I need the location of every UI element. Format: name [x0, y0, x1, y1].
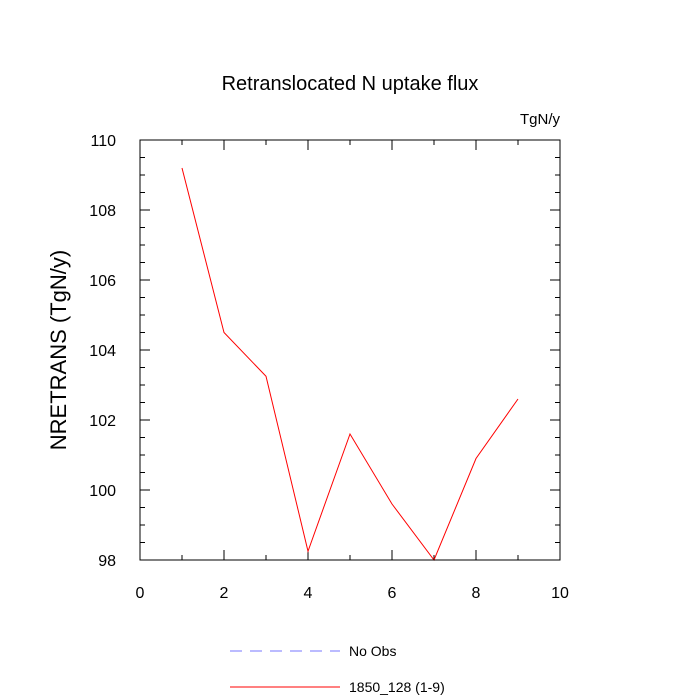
- x-tick-label: 6: [388, 585, 397, 602]
- legend: No Obs 1850_128 (1-9): [230, 643, 445, 695]
- x-tick-labels: 0 2 4 6 8 10: [136, 585, 569, 602]
- x-tick-label: 10: [551, 585, 569, 602]
- y-tick-label: 102: [89, 413, 116, 430]
- legend-label: No Obs: [349, 643, 396, 659]
- x-tick-label: 2: [220, 585, 229, 602]
- y-tick-label: 106: [89, 273, 116, 290]
- x-tick-label: 4: [304, 585, 313, 602]
- chart-title: Retranslocated N uptake flux: [222, 73, 479, 95]
- plot-frame: [139, 139, 561, 561]
- legend-label: 1850_128 (1-9): [349, 679, 445, 695]
- series-line: [181, 167, 519, 562]
- axis-ticks: [139, 139, 561, 561]
- series-lines: [181, 167, 519, 562]
- y-tick-label: 104: [89, 343, 116, 360]
- y-tick-label: 108: [89, 203, 116, 220]
- x-tick-label: 0: [136, 585, 145, 602]
- y-tick-label: 110: [90, 133, 116, 150]
- x-tick-label: 8: [472, 585, 481, 602]
- y-tick-label: 100: [89, 483, 116, 500]
- y-tick-labels: 98 100 102 104 106 108 110: [89, 133, 116, 570]
- y-axis-label: NRETRANS (TgN/y): [46, 250, 71, 450]
- y-tick-label: 98: [98, 553, 116, 570]
- units-label: TgN/y: [520, 111, 561, 128]
